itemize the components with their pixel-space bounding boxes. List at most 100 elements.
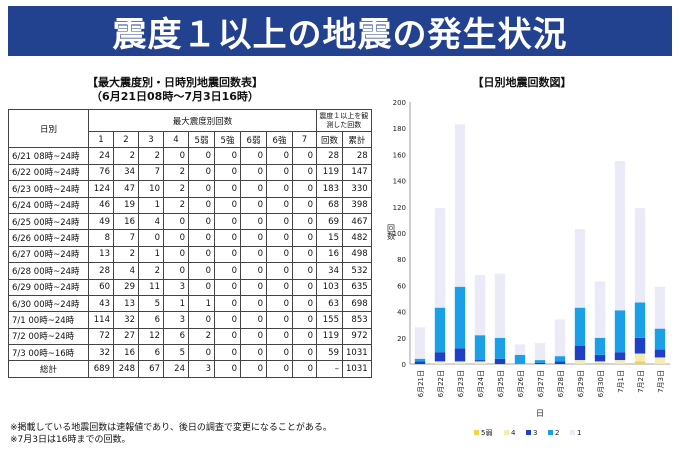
table-cell: 0 — [240, 245, 267, 264]
table-cell: 29 — [113, 278, 139, 296]
table-cell: 0 — [214, 311, 241, 329]
table-cell: 4 — [113, 262, 139, 280]
table-cell: 482 — [342, 229, 372, 247]
x-axis-label: 日 — [536, 409, 544, 418]
bar-segment — [494, 358, 506, 364]
table-cell: 3 — [163, 278, 189, 296]
y-tick-label: 80 — [397, 256, 406, 264]
table-cell: 13 — [113, 294, 139, 313]
table-cell: 24 — [163, 360, 189, 378]
x-tick-label: 7月3日 — [657, 370, 665, 393]
bar-segment — [614, 160, 626, 311]
header-intensity-0: 1 — [88, 130, 114, 149]
row-label: 6/21 08時~24時 — [8, 147, 89, 165]
table-cell: 32 — [113, 311, 139, 329]
table-cell: 0 — [214, 278, 241, 296]
bar-segment — [434, 208, 446, 308]
table-cell: 0 — [292, 344, 317, 362]
table-cell: 0 — [188, 245, 215, 264]
legend-swatch — [548, 430, 553, 435]
table-cell: 0 — [214, 147, 241, 165]
bar-segment — [414, 327, 426, 359]
table-cell: 0 — [188, 344, 215, 362]
row-label: 総計 — [8, 360, 89, 378]
table-cell: 0 — [138, 229, 164, 247]
bar-segment — [494, 273, 506, 338]
table-cell: 47 — [113, 180, 139, 198]
table-cell: 0 — [266, 196, 293, 214]
table-cell: 0 — [214, 163, 241, 182]
table-cell: 69 — [316, 212, 343, 231]
table-cell: 0 — [266, 212, 293, 231]
table-cell: 0 — [240, 294, 267, 313]
table-cell: 248 — [113, 360, 139, 378]
bar-segment — [414, 358, 426, 362]
table-cell: 0 — [266, 327, 293, 346]
table-cell: 0 — [292, 163, 317, 182]
table-cell: 0 — [214, 360, 241, 378]
table-cell: 2 — [188, 327, 215, 346]
table-row: 7/3 00時~16時 32 16 6 5 0 0 0 0 0 59 1031 — [8, 344, 372, 362]
row-label: 7/3 00時~16時 — [8, 344, 89, 362]
bar-segment — [474, 335, 486, 361]
table-cell: 0 — [292, 262, 317, 280]
table-cell: 2 — [163, 180, 189, 198]
table-cell: 49 — [88, 212, 114, 231]
legend-label: 3 — [533, 429, 537, 437]
table-cell: 3 — [188, 360, 215, 378]
table-cell: 16 — [316, 245, 343, 264]
table-cell: 698 — [342, 294, 372, 313]
table-cell: 0 — [188, 311, 215, 329]
bar-segment — [594, 337, 606, 355]
table-cell: 0 — [188, 147, 215, 165]
row-label: 6/30 00時~24時 — [8, 294, 89, 313]
bar-segment — [594, 281, 606, 338]
bar-segment — [414, 361, 426, 364]
table-total-row: 総計 689 248 67 24 3 0 0 0 0–1031 — [8, 360, 372, 378]
table-cell: 0 — [188, 262, 215, 280]
table-row: 7/1 00時~24時 114 32 6 3 0 0 0 0 0 155 853 — [8, 311, 372, 329]
table-cell: 0 — [292, 327, 317, 346]
table-cell: 0 — [266, 311, 293, 329]
table-cell: 27 — [113, 327, 139, 346]
x-tick-label: 6月30日 — [597, 370, 605, 397]
table-cell: 28 — [88, 262, 114, 280]
legend-label: 5弱 — [481, 429, 492, 437]
table-cell: 0 — [240, 163, 267, 182]
header-intensity-4: 5弱 — [188, 130, 215, 149]
bar-segment — [554, 361, 566, 364]
table-cell: 0 — [214, 262, 241, 280]
footnote-1: ※掲載している地震回数は速報値であり、後日の調査で変更になることがある。 — [10, 423, 332, 433]
table-row: 6/23 00時~24時 124 47 10 2 0 0 0 0 0 183 330 — [8, 180, 372, 198]
table-cell: 155 — [316, 311, 343, 329]
table-cell: 7 — [113, 229, 139, 247]
table-cell: 0 — [240, 180, 267, 198]
bar-segment — [534, 360, 546, 363]
bar-segment — [654, 286, 666, 329]
bar-segment — [634, 337, 646, 354]
header-intensity-2: 3 — [138, 130, 164, 149]
bar-segment — [494, 337, 506, 359]
row-label: 6/22 00時~24時 — [8, 163, 89, 182]
chart-title: 【日別地震回数図】 — [472, 76, 572, 89]
table-period: （6月21日08時～7月3日16時） — [91, 90, 259, 103]
table-cell: 76 — [88, 163, 114, 182]
table-cell: 103 — [316, 278, 343, 296]
header-intensity-3: 4 — [163, 130, 189, 149]
bar-segment — [594, 354, 606, 362]
header-max-intensity: 最大震度別回数 — [88, 109, 317, 132]
bar-segment — [434, 352, 446, 362]
table-cell: 19 — [113, 196, 139, 214]
header-intensity-6: 6弱 — [240, 130, 267, 149]
row-label: 6/28 00時~24時 — [8, 262, 89, 280]
bar-segment — [534, 343, 546, 361]
y-tick-label: 60 — [397, 282, 406, 290]
table-cell: 8 — [88, 229, 114, 247]
table-cell: 0 — [188, 163, 215, 182]
table-cell: 6 — [163, 327, 189, 346]
table-cell: 1 — [188, 294, 215, 313]
table-cell: 11 — [138, 278, 164, 296]
bar-segment — [434, 361, 446, 364]
header-cumulative: 累計 — [342, 130, 372, 149]
bar-segment — [574, 345, 586, 361]
